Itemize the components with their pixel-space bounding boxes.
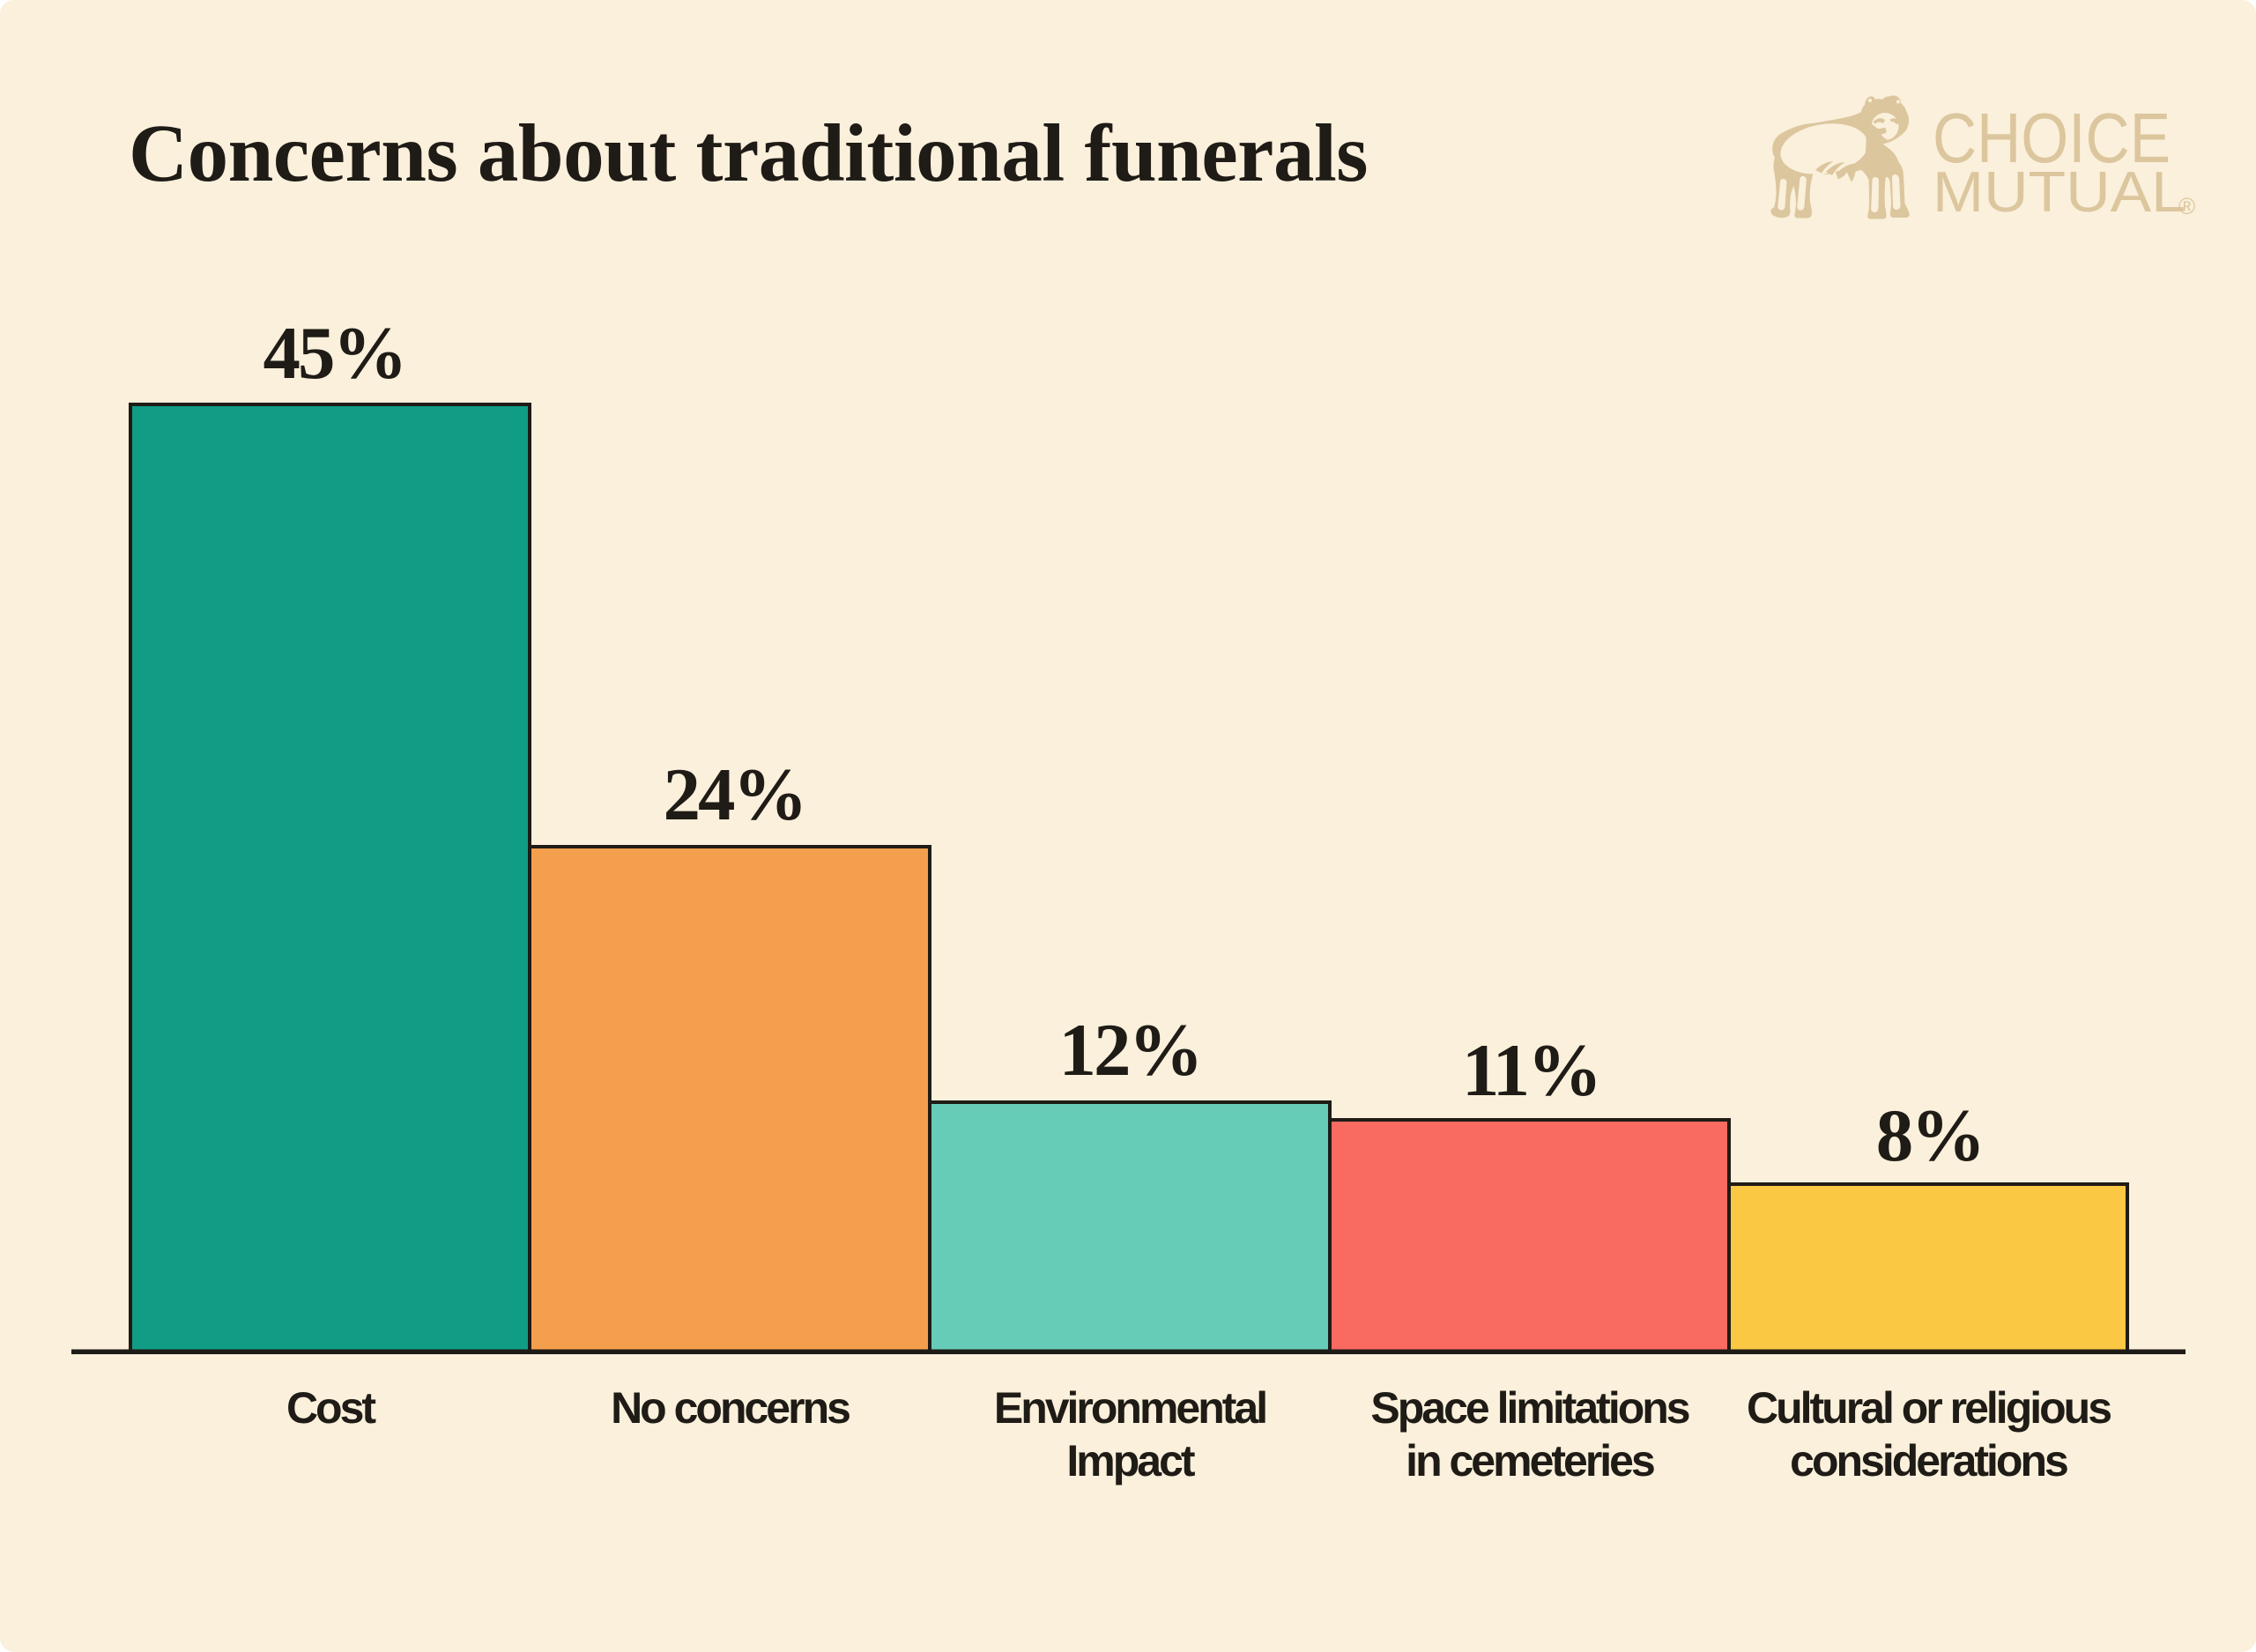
svg-text:Cost: Cost: [286, 1383, 376, 1433]
svg-text:Space limitations: Space limitations: [1370, 1383, 1688, 1433]
svg-text:12%: 12%: [1059, 1009, 1201, 1092]
svg-text:11%: 11%: [1462, 1029, 1599, 1112]
svg-text:®: ®: [2178, 193, 2195, 219]
svg-text:24%: 24%: [664, 753, 805, 836]
svg-text:Concerns about traditional fun: Concerns about traditional funerals: [129, 108, 1368, 199]
svg-text:8%: 8%: [1876, 1094, 1984, 1177]
svg-text:45%: 45%: [263, 312, 405, 395]
svg-text:in cemeteries: in cemeteries: [1406, 1436, 1654, 1485]
svg-text:considerations: considerations: [1790, 1436, 2067, 1485]
svg-text:No concerns: No concerns: [611, 1383, 850, 1433]
svg-text:MUTUAL: MUTUAL: [1933, 159, 2186, 224]
svg-text:Environmental: Environmental: [994, 1383, 1265, 1433]
svg-text:CHOICE: CHOICE: [1933, 99, 2171, 177]
svg-text:Cultural or religious: Cultural or religious: [1747, 1383, 2111, 1433]
svg-text:Impact: Impact: [1066, 1436, 1196, 1485]
